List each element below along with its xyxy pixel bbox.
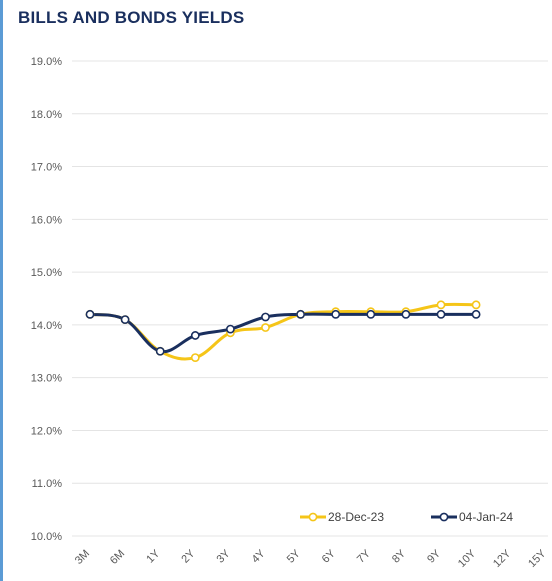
x-tick-label: 8Y <box>390 547 408 565</box>
y-tick-label: 16.0% <box>31 214 62 226</box>
data-point <box>120 315 130 325</box>
y-tick-label: 13.0% <box>31 373 62 385</box>
series-line-1 <box>89 302 477 361</box>
x-tick-label: 6M <box>108 548 127 567</box>
x-tick-label: 15Y <box>526 547 549 570</box>
x-tick-label: 3M <box>73 548 92 567</box>
data-point <box>436 309 446 319</box>
x-tick-label: 5Y <box>285 547 303 565</box>
data-point <box>471 309 481 319</box>
x-tick-label: 10Y <box>456 547 479 570</box>
data-point <box>190 331 200 340</box>
data-point <box>436 300 446 310</box>
chart-title: BILLS AND BONDS YIELDS <box>18 8 245 27</box>
legend-label: 28-Dec-23 <box>328 510 384 524</box>
data-point <box>366 309 376 319</box>
data-point <box>471 300 481 310</box>
data-point <box>225 324 235 334</box>
y-tick-label: 12.0% <box>31 425 62 437</box>
x-tick-label: 7Y <box>355 547 373 565</box>
legend-swatch-marker <box>439 512 449 522</box>
data-point <box>261 312 270 322</box>
data-point <box>261 323 270 332</box>
data-point <box>155 346 165 356</box>
y-tick-label: 15.0% <box>31 267 62 279</box>
data-point <box>296 309 305 319</box>
y-tick-label: 18.0% <box>31 109 62 121</box>
legend-label: 04-Jan-24 <box>459 510 513 524</box>
x-tick-label: 9Y <box>425 547 443 565</box>
accent-bar <box>0 0 3 581</box>
x-tick-label: 12Y <box>491 547 514 570</box>
y-tick-label: 19.0% <box>31 56 62 68</box>
data-point <box>331 309 341 319</box>
y-tick-label: 17.0% <box>31 162 62 174</box>
legend-swatch-marker <box>308 512 318 522</box>
y-tick-label: 10.0% <box>31 531 62 543</box>
x-tick-label: 6Y <box>320 547 338 565</box>
data-point <box>190 353 200 363</box>
data-point <box>85 309 95 319</box>
x-tick-label: 2Y <box>179 547 197 565</box>
y-tick-label: 14.0% <box>31 320 62 332</box>
x-tick-label: 4Y <box>250 547 268 565</box>
y-tick-label: 11.0% <box>32 478 63 490</box>
x-tick-label: 3Y <box>215 547 233 565</box>
x-tick-label: 1Y <box>144 547 162 565</box>
data-point <box>401 309 411 319</box>
